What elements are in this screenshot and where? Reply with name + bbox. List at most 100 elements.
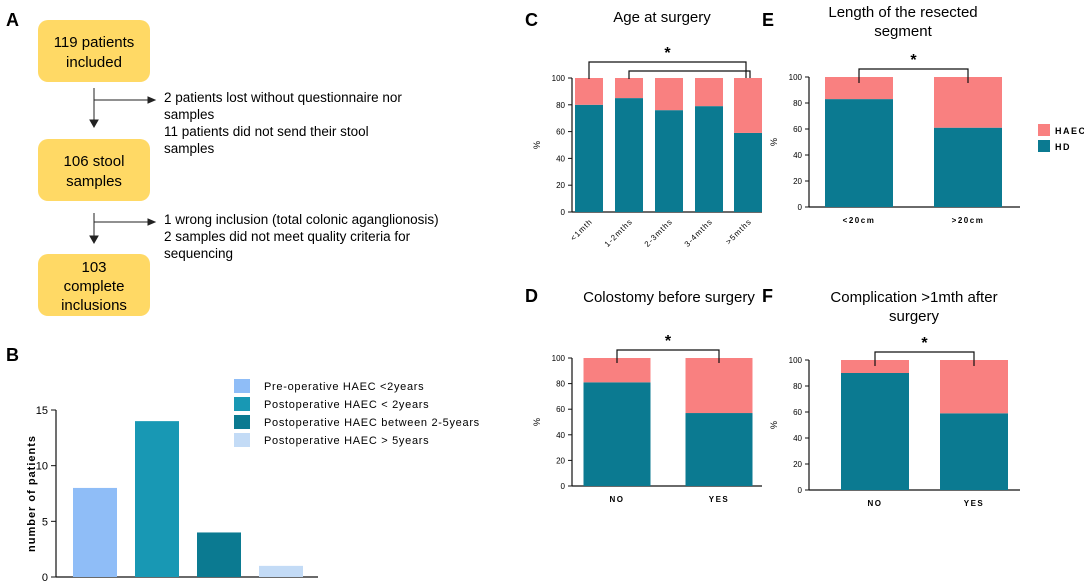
f-y-tick-label: 100 (789, 356, 803, 365)
c-bar-hd (575, 104, 603, 212)
chart-f-title: surgery (889, 308, 940, 325)
legend-label-hd: HD (1055, 142, 1071, 152)
b-bar (135, 421, 179, 577)
flow-note-1-line-1: 2 patients lost without questionnaire no… (164, 90, 402, 105)
flow-arrowhead-side-2 (147, 218, 157, 226)
e-bar-haec (934, 77, 1002, 128)
e-bar-hd (934, 127, 1002, 207)
stack-legend: HAEC HD (1038, 124, 1084, 152)
c-y-tick-label: 0 (561, 208, 566, 217)
c-bar-haec (734, 78, 762, 133)
c-significance-bracket (588, 61, 747, 79)
chart-e-title: segment (874, 23, 932, 40)
chart-e: Length of the resected segment 0 20 40 60 80 10… (769, 4, 1020, 225)
c-x-tick-label: 2-3mths (643, 217, 675, 249)
chart-b: 0 5 10 15 number of patients Pre-operative HA… (26, 379, 479, 583)
chart-c-title: Age at surgery (613, 9, 711, 26)
c-bar-hd (734, 132, 762, 212)
d-y-tick-label: 80 (556, 380, 565, 389)
f-y-tick-label: 0 (798, 486, 803, 495)
c-bar-haec (695, 78, 723, 107)
c-bar-haec (615, 78, 643, 99)
b-y-tick-label: 5 (42, 516, 48, 528)
c-y-tick-label: 40 (556, 154, 565, 163)
b-legend-swatch (234, 415, 250, 429)
f-y-tick-label: 20 (793, 460, 802, 469)
d-bar-haec (685, 358, 753, 414)
flow-box-complete-line-2: complete (64, 278, 125, 295)
chart-c: Age at surgery 0 20 40 60 80 100% <1mth 1-2mths 2… (532, 9, 762, 249)
f-y-tick-label: 60 (793, 408, 802, 417)
f-significance-star: * (921, 335, 928, 352)
flow-box-stool-line-2: samples (66, 173, 122, 190)
b-legend-label: Pre-operative HAEC <2years (264, 381, 424, 393)
flow-arrowhead-down-2 (89, 235, 99, 245)
d-y-tick-label: 20 (556, 456, 565, 465)
b-y-tick-label: 15 (36, 405, 48, 417)
d-y-tick-label: 0 (561, 482, 566, 491)
flow-note-1-line-2: samples (164, 107, 215, 122)
d-y-tick-label: 100 (552, 354, 566, 363)
e-y-tick-label: 80 (793, 99, 802, 108)
c-y-tick-label: 20 (556, 181, 565, 190)
f-x-tick-label: NO (868, 499, 883, 508)
flow-box-included (38, 20, 150, 82)
b-bar (73, 487, 117, 577)
b-legend-swatch (234, 379, 250, 393)
e-y-tick-label: 0 (798, 203, 803, 212)
b-legend-swatch (234, 433, 250, 447)
legend-swatch-hd (1038, 140, 1050, 152)
e-significance-star: * (910, 52, 917, 69)
b-legend-label: Postoperative HAEC > 5years (264, 435, 429, 447)
d-y-tick-label: 40 (556, 431, 565, 440)
panel-label-b: B (6, 345, 19, 365)
c-bar-haec (575, 78, 603, 105)
chart-d: Colostomy before surgery 0 20 40 60 80 100% NO Y… (532, 289, 762, 504)
b-bar (197, 532, 241, 577)
c-bar-hd (695, 106, 723, 212)
c-x-tick-label: 1-2mths (603, 217, 635, 249)
flow-box-included-line-2: included (66, 54, 122, 71)
flow-arrowhead-side-1 (147, 96, 157, 104)
flow-arrowhead-down-1 (89, 119, 99, 129)
d-bar-hd (583, 382, 651, 486)
flow-box-complete-line-1: 103 (81, 259, 106, 276)
flow-note-2-line-2: 2 samples did not meet quality criteria … (164, 229, 411, 244)
flow-box-complete (38, 254, 150, 316)
d-y-axis-label: % (532, 418, 542, 426)
c-x-tick-label: <1mth (569, 217, 595, 243)
chart-e-title: Length of the resected (828, 4, 977, 21)
d-bar-hd (685, 413, 753, 486)
d-x-tick-label: YES (709, 495, 730, 504)
panel-label-c: C (525, 10, 538, 30)
e-y-axis-label: % (769, 138, 779, 146)
f-bar-haec (940, 360, 1008, 414)
panel-label-d: D (525, 286, 538, 306)
f-y-tick-label: 40 (793, 434, 802, 443)
f-x-tick-label: YES (964, 499, 985, 508)
d-x-tick-label: NO (610, 495, 625, 504)
c-significance-bracket (628, 70, 751, 79)
d-significance-bracket (616, 349, 720, 363)
e-significance-bracket (858, 68, 969, 83)
flow-box-complete-line-3: inclusions (61, 297, 127, 314)
c-bar-hd (615, 98, 643, 212)
flow-note-2-line-1: 1 wrong inclusion (total colonic agangli… (164, 212, 439, 227)
legend-swatch-haec (1038, 124, 1050, 136)
chart-f-title: Complication >1mth after (830, 289, 997, 306)
e-bar-hd (825, 99, 893, 207)
b-y-axis-label: number of patients (26, 435, 38, 552)
e-y-tick-label: 100 (789, 73, 803, 82)
c-x-tick-label: 3-4mths (683, 217, 715, 249)
panel-label-a: A (6, 10, 19, 30)
b-legend-label: Postoperative HAEC < 2years (264, 399, 429, 411)
f-y-tick-label: 80 (793, 382, 802, 391)
flow-note-1-line-4: samples (164, 141, 215, 156)
c-bar-haec (655, 78, 683, 111)
c-y-tick-label: 100 (552, 74, 566, 83)
legend-label-haec: HAEC (1055, 126, 1084, 136)
e-x-tick-label: >20cm (952, 216, 985, 225)
c-y-tick-label: 80 (556, 101, 565, 110)
b-bar (259, 565, 303, 577)
